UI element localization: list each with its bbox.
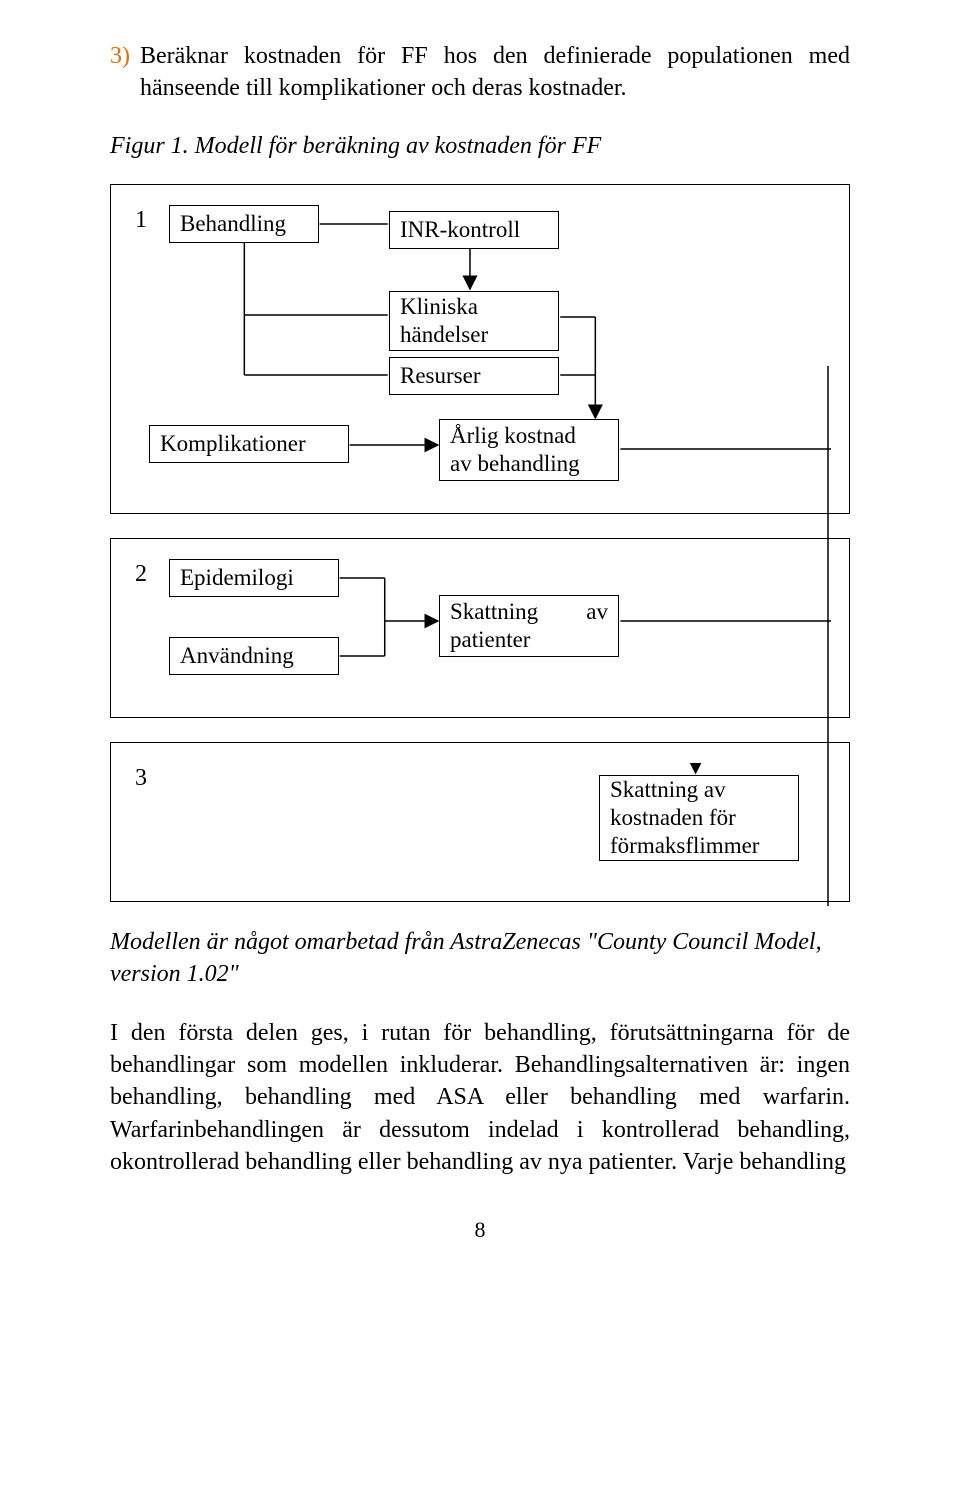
box-label: Kliniska (400, 293, 478, 321)
body-paragraph: I den första delen ges, i rutan för beha… (110, 1017, 850, 1179)
box-label: av behandling (450, 450, 580, 478)
box-label: förmaksflimmer (610, 832, 759, 860)
box-komplikationer: Komplikationer (149, 425, 349, 463)
box-label: Komplikationer (160, 430, 306, 458)
figure-caption: Figur 1. Modell för beräkning av kostnad… (110, 133, 850, 160)
box-label: av (586, 598, 608, 626)
box-label: händelser (400, 321, 488, 349)
panel-1-number: 1 (135, 207, 147, 234)
box-label: Skattning av (610, 776, 726, 804)
box-label: Behandling (180, 210, 286, 238)
model-footnote: Modellen är något omarbetad från AstraZe… (110, 926, 850, 991)
list-text: Beräknar kostnaden för FF hos den defini… (140, 40, 850, 105)
list-number: 3) (110, 40, 140, 105)
box-label: Användning (180, 642, 294, 670)
panel-3: 3 Skattning av kostnaden för förmaksflim… (110, 742, 850, 902)
box-arlig-kostnad: Årlig kostnad av behandling (439, 419, 619, 481)
panel-3-number: 3 (135, 765, 147, 792)
panel-1: 1 Behandling INR-kontroll Kliniska hände… (110, 184, 850, 514)
box-line-1: Skattning av (450, 598, 608, 626)
box-skattning-patienter: Skattning av patienter (439, 595, 619, 657)
box-anvandning: Användning (169, 637, 339, 675)
box-label: kostnaden för (610, 804, 736, 832)
panel-2-number: 2 (135, 561, 147, 588)
box-behandling: Behandling (169, 205, 319, 243)
box-label: INR-kontroll (400, 216, 520, 244)
box-label: Epidemilogi (180, 564, 294, 592)
box-epidemilogi: Epidemilogi (169, 559, 339, 597)
box-kliniska-handelser: Kliniska händelser (389, 291, 559, 351)
page-number: 8 (110, 1217, 850, 1243)
box-label: Skattning (450, 598, 538, 626)
panel-2: 2 Epidemilogi Användning Skattning av pa… (110, 538, 850, 718)
numbered-list-item: 3) Beräknar kostnaden för FF hos den def… (110, 40, 850, 105)
box-resurser: Resurser (389, 357, 559, 395)
box-label: patienter (450, 626, 530, 654)
box-label: Resurser (400, 362, 480, 390)
box-inr-kontroll: INR-kontroll (389, 211, 559, 249)
box-label: Årlig kostnad (450, 422, 576, 450)
box-skattning-kostnad: Skattning av kostnaden för förmaksflimme… (599, 775, 799, 861)
